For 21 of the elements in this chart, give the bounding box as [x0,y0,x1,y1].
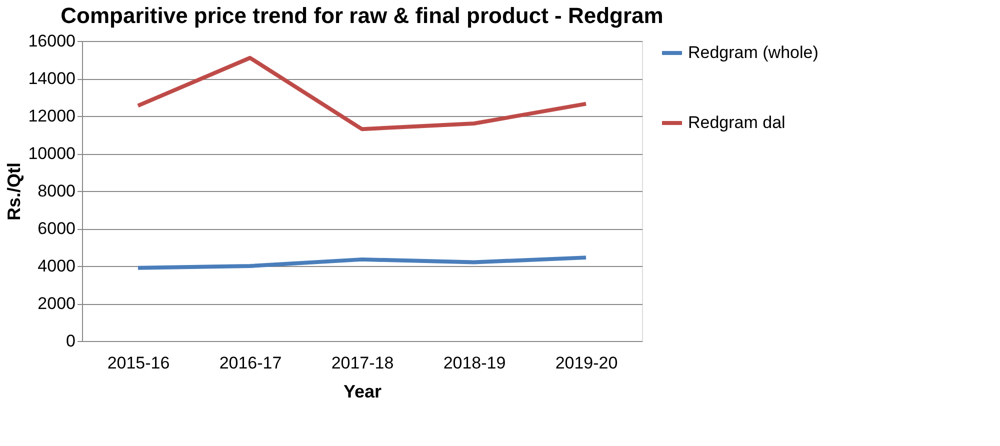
y-tick-label: 14000 [28,69,76,88]
x-tick-label: 2015-16 [107,354,170,372]
y-tick-label: 10000 [28,144,76,163]
y-tick-label: 16000 [28,32,76,50]
legend-label: Redgram (whole) [688,43,818,62]
line-series [136,256,588,270]
y-tick-label: 2000 [38,294,76,313]
y-tick-label: 12000 [28,106,76,126]
x-tick-label: 2018-19 [443,354,506,372]
x-tick-label: 2016-17 [219,354,282,372]
legend-label: Redgram dal [688,113,786,132]
x-tick-label: 2017-18 [331,354,394,372]
chart-title: Comparitive price trend for raw & final product - Redgram [60,3,664,28]
x-tick-label: 2019-20 [555,354,618,372]
y-tick-label: 8000 [38,182,76,200]
x-axis-title: Year [343,382,382,402]
line-series [136,56,588,132]
y-tick-label: 6000 [38,219,76,238]
y-axis-title: Rs./Qtl [4,162,24,221]
y-tick-label: 0 [66,332,76,350]
y-tick-label: 4000 [38,256,76,276]
